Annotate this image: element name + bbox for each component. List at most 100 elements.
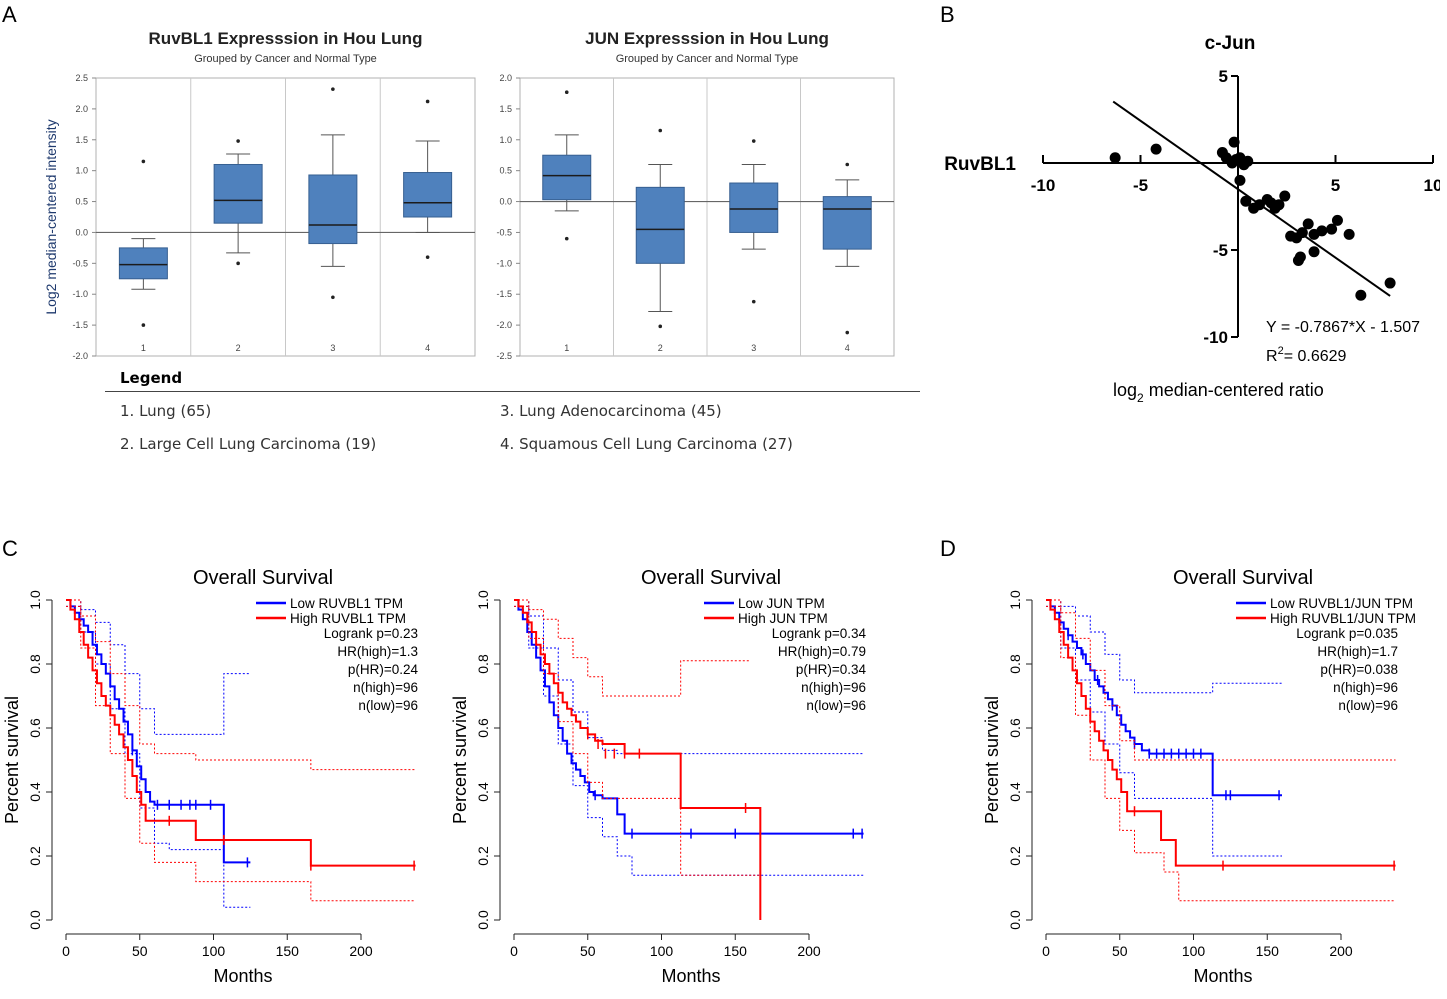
km2-ytick-label: 1.0: [475, 590, 491, 610]
box1-ytick-label: 0.5: [75, 197, 88, 207]
box2-cat2-label: 2: [658, 343, 663, 353]
box1-cat1-box: [118, 247, 168, 280]
scatter-point: [1279, 190, 1291, 202]
km1-ylabel: Percent survival: [2, 696, 22, 824]
box1-cat2-outlier: [236, 139, 240, 143]
scatter-xtick-label: 5: [1331, 176, 1340, 195]
km1-ytick-label: 0.6: [27, 718, 43, 738]
km3-xtick-label: 0: [1042, 943, 1050, 959]
km3-stat: p(HR)=0.038: [1320, 662, 1398, 677]
km2-series-high-ci-upper: [514, 599, 750, 697]
km2-ytick-label: 0.8: [475, 654, 491, 674]
km1-stat: n(low)=96: [358, 698, 418, 713]
legend-title: Legend: [120, 369, 183, 387]
box2-ytick-label: -2.0: [496, 320, 512, 330]
scatter-point: [1343, 228, 1355, 240]
box2-title: JUN Expresssion in Hou Lung: [585, 29, 829, 48]
correlation-scatter: c-Jun RuvBL1 -10 -5 5 10 5 -5 -10 Y = -0.7867*X -…: [944, 33, 1440, 405]
km1-stat: p(HR)=0.24: [348, 662, 419, 677]
scatter-point: [1234, 174, 1246, 186]
legend-item-2: 2. Large Cell Lung Carcinoma (19): [120, 435, 377, 453]
km1-xtick-label: 100: [202, 943, 226, 959]
box1-cat1-outlier: [141, 159, 146, 164]
box1-cat3-label: 3: [330, 343, 335, 353]
km3-series-high-ci-lower: [1046, 605, 1396, 902]
km1-xlabel: Months: [213, 966, 272, 986]
panel-label-a: A: [2, 2, 17, 27]
km3-stat: HR(high)=1.7: [1317, 644, 1398, 659]
km2-series-high-ci-lower: [514, 605, 759, 876]
box2-cat1-label: 1: [564, 343, 569, 353]
box1-subtitle: Grouped by Cancer and Normal Type: [194, 53, 377, 65]
box2-cat3-label: 3: [751, 343, 756, 353]
scatter-point: [1292, 254, 1304, 266]
scatter-regression-line: [1112, 100, 1391, 297]
box1-cat4-outlier: [425, 99, 430, 104]
km1-ytick-label: 1.0: [27, 590, 43, 610]
box1-title: RuvBL1 Expresssion in Hou Lung: [149, 29, 423, 48]
km3-series-low-line: [1046, 599, 1282, 797]
scatter-xtick-label: -10: [1031, 176, 1056, 195]
scatter-point: [1150, 143, 1162, 155]
scatter-point: [1326, 223, 1338, 235]
box1-cat3-box: [308, 174, 358, 245]
box2-cat1-outlier: [564, 236, 569, 241]
legend-divider: [105, 391, 920, 392]
box2-cat4-outlier: [845, 162, 850, 167]
km1-xtick-label: 200: [349, 943, 373, 959]
box1-ytick-label: -1.5: [72, 320, 88, 330]
km3-legend-label: High RUVBL1/JUN TPM: [1270, 611, 1416, 626]
km1-ytick-label: 0.8: [27, 654, 43, 674]
km1-xtick-label: 0: [62, 943, 70, 959]
box2-cat3-box: [729, 182, 779, 233]
box1-ytick-label: -2.0: [72, 351, 88, 360]
box1-ylabel: Log2 median-centered intensity: [43, 119, 59, 314]
scatter-bottom-label: log2 median-centered ratio: [1113, 380, 1324, 405]
box2-cat2-box: [635, 186, 685, 264]
box2-ytick-label: 1.0: [499, 135, 512, 145]
km3-xtick-label: 50: [1112, 943, 1128, 959]
box2-cat2-outlier: [658, 128, 663, 133]
km3-xtick-label: 200: [1329, 943, 1353, 959]
km2-legend-label: High JUN TPM: [738, 611, 828, 626]
km2-stat: n(high)=96: [801, 680, 866, 695]
panel-label-d: D: [940, 536, 956, 561]
box2-cat4-box: [822, 196, 872, 250]
box2-ytick-label: -1.0: [496, 258, 512, 268]
km3-ytick-label: 0.0: [1007, 910, 1023, 930]
box2-cat4-label: 4: [845, 343, 850, 353]
box2-cat1-box: [542, 154, 592, 201]
km1-legend-label: Low RUVBL1 TPM: [290, 596, 403, 611]
km3-xtick-label: 150: [1256, 943, 1280, 959]
scatter-point: [1273, 199, 1285, 211]
km2-series-low-line: [514, 599, 864, 835]
km3-series-low-ci-upper: [1046, 599, 1282, 694]
km2-xlabel: Months: [661, 966, 720, 986]
km2-legend-label: Low JUN TPM: [738, 596, 825, 611]
km2-ylabel: Percent survival: [450, 696, 470, 824]
km1-stat: Logrank p=0.23: [324, 626, 418, 641]
box1-ytick-label: -1.0: [72, 289, 88, 299]
km3-xtick-label: 100: [1182, 943, 1206, 959]
km3-ytick-label: 0.4: [1007, 782, 1023, 802]
km2-stat: n(low)=96: [806, 698, 866, 713]
scatter-point: [1228, 136, 1240, 148]
box2-ytick-label: 0.0: [499, 197, 512, 207]
box1-ytick-label: -0.5: [72, 258, 88, 268]
km3-ytick-label: 1.0: [1007, 590, 1023, 610]
box1-ytick-label: 2.5: [75, 73, 88, 83]
km3-ylabel: Percent survival: [982, 696, 1002, 824]
box1-cat1-outlier: [141, 323, 146, 327]
scatter-equation: Y = -0.7867*X - 1.507: [1266, 319, 1420, 336]
scatter-x-variable: RuvBL1: [944, 154, 1016, 175]
legend-item-3: 3. Lung Adenocarcinoma (45): [500, 402, 722, 420]
km2-xtick-label: 50: [580, 943, 596, 959]
km3-ytick-label: 0.2: [1007, 846, 1023, 866]
km-ruvbl1: Overall Survival 0 50 100 150 200 Months 0.0 0.2…: [2, 567, 419, 986]
km2-xtick-label: 100: [650, 943, 674, 959]
box2-ytick-label: 0.5: [499, 166, 512, 176]
km2-ytick-label: 0.0: [475, 910, 491, 930]
jun-boxplot: JUN Expresssion in Hou Lung Grouped by Ca…: [496, 29, 895, 360]
km1-xtick-label: 50: [132, 943, 148, 959]
km3-stat: n(low)=96: [1338, 698, 1398, 713]
